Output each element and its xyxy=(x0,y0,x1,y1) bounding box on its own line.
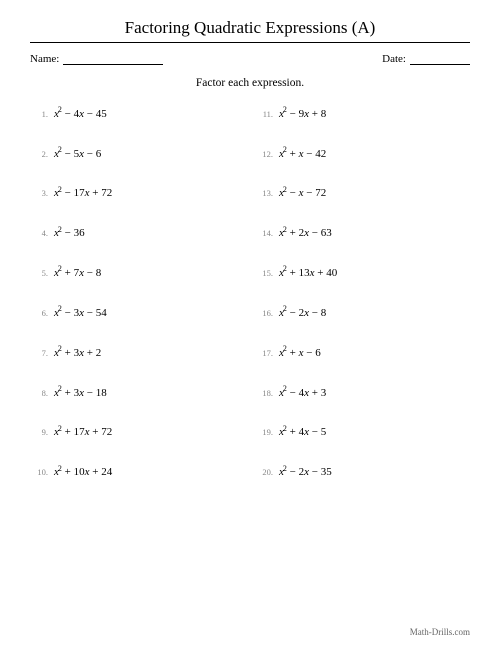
problem-row: 6.x2 − 3x − 54 xyxy=(30,304,245,319)
problem-number: 6. xyxy=(30,308,54,318)
problem-expression: x2 + 2x − 63 xyxy=(279,225,332,240)
problem-expression: x2 − 2x − 35 xyxy=(279,464,332,479)
problem-row: 10.x2 + 10x + 24 xyxy=(30,464,245,479)
problem-row: 8.x2 + 3x − 18 xyxy=(30,384,245,399)
problem-row: 7.x2 + 3x + 2 xyxy=(30,344,245,359)
problem-expression: x2 − 17x + 72 xyxy=(54,185,112,200)
problem-number: 9. xyxy=(30,427,54,437)
problem-expression: x2 + 13x + 40 xyxy=(279,264,337,279)
problem-row: 19.x2 + 4x − 5 xyxy=(255,424,470,439)
page-title: Factoring Quadratic Expressions (A) xyxy=(30,18,470,38)
problem-expression: x2 − 4x + 3 xyxy=(279,384,326,399)
problem-expression: x2 + 17x + 72 xyxy=(54,424,112,439)
problem-number: 14. xyxy=(255,228,279,238)
problem-number: 5. xyxy=(30,268,54,278)
problem-expression: x2 − 2x − 8 xyxy=(279,304,326,319)
problem-number: 4. xyxy=(30,228,54,238)
problem-row: 9.x2 + 17x + 72 xyxy=(30,424,245,439)
problem-expression: x2 + 4x − 5 xyxy=(279,424,326,439)
problem-expression: x2 + 3x + 2 xyxy=(54,344,101,359)
problem-expression: x2 − 36 xyxy=(54,225,85,240)
problem-columns: 1.x2 − 4x − 45 2.x2 − 5x − 6 3.x2 − 17x + … xyxy=(30,105,470,503)
name-label: Name: xyxy=(30,53,59,65)
meta-row: Name: Date: xyxy=(30,53,470,65)
problem-expression: x2 + x − 6 xyxy=(279,344,321,359)
problem-number: 1. xyxy=(30,109,54,119)
problem-row: 13.x2 − x − 72 xyxy=(255,185,470,200)
problem-number: 13. xyxy=(255,188,279,198)
problem-number: 8. xyxy=(30,388,54,398)
problem-row: 14.x2 + 2x − 63 xyxy=(255,225,470,240)
problem-number: 20. xyxy=(255,467,279,477)
problem-number: 12. xyxy=(255,149,279,159)
problem-expression: x2 − x − 72 xyxy=(279,185,326,200)
problem-row: 11.x2 − 9x + 8 xyxy=(255,105,470,120)
problem-number: 2. xyxy=(30,149,54,159)
problem-row: 18.x2 − 4x + 3 xyxy=(255,384,470,399)
problem-number: 11. xyxy=(255,109,279,119)
column-left: 1.x2 − 4x − 45 2.x2 − 5x − 6 3.x2 − 17x + … xyxy=(30,105,245,503)
problem-expression: x2 + 3x − 18 xyxy=(54,384,107,399)
problem-number: 10. xyxy=(30,467,54,477)
problem-number: 17. xyxy=(255,348,279,358)
problem-number: 7. xyxy=(30,348,54,358)
footer-credit: Math-Drills.com xyxy=(30,627,470,637)
name-blank[interactable] xyxy=(63,53,163,65)
problem-row: 12.x2 + x − 42 xyxy=(255,145,470,160)
column-right: 11.x2 − 9x + 8 12.x2 + x − 42 13.x2 − x − … xyxy=(255,105,470,503)
problem-expression: x2 − 4x − 45 xyxy=(54,105,107,120)
problem-number: 3. xyxy=(30,188,54,198)
problem-row: 17.x2 + x − 6 xyxy=(255,344,470,359)
date-blank[interactable] xyxy=(410,53,470,65)
problem-number: 16. xyxy=(255,308,279,318)
problem-row: 5.x2 + 7x − 8 xyxy=(30,264,245,279)
problem-expression: x2 + 7x − 8 xyxy=(54,264,101,279)
problem-number: 15. xyxy=(255,268,279,278)
problem-expression: x2 − 9x + 8 xyxy=(279,105,326,120)
problem-row: 2.x2 − 5x − 6 xyxy=(30,145,245,160)
instruction: Factor each expression. xyxy=(30,77,470,89)
title-rule xyxy=(30,42,470,43)
date-field: Date: xyxy=(382,53,470,65)
problem-number: 19. xyxy=(255,427,279,437)
problem-row: 3.x2 − 17x + 72 xyxy=(30,185,245,200)
date-label: Date: xyxy=(382,53,406,65)
problem-row: 4.x2 − 36 xyxy=(30,225,245,240)
problem-number: 18. xyxy=(255,388,279,398)
problem-row: 1.x2 − 4x − 45 xyxy=(30,105,245,120)
problem-expression: x2 − 5x − 6 xyxy=(54,145,101,160)
problem-row: 16.x2 − 2x − 8 xyxy=(255,304,470,319)
problem-row: 20.x2 − 2x − 35 xyxy=(255,464,470,479)
name-field: Name: xyxy=(30,53,163,65)
problem-row: 15.x2 + 13x + 40 xyxy=(255,264,470,279)
problem-expression: x2 + 10x + 24 xyxy=(54,464,112,479)
problem-expression: x2 − 3x − 54 xyxy=(54,304,107,319)
problem-expression: x2 + x − 42 xyxy=(279,145,326,160)
